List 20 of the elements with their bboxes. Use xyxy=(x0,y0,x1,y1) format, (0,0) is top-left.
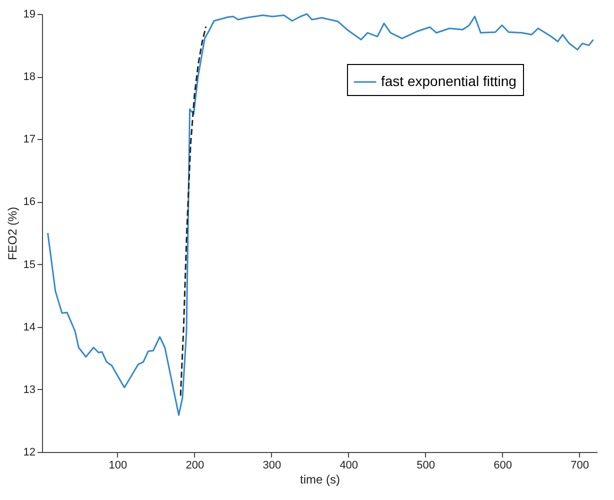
x-tick-label: 600 xyxy=(494,460,512,472)
x-tick-label: 100 xyxy=(108,460,128,472)
y-axis-title: FEO2 (%) xyxy=(5,206,20,260)
x-tick-label: 200 xyxy=(186,460,204,472)
y-tick-label: 14 xyxy=(23,321,36,334)
x-tick-label: 400 xyxy=(340,460,358,472)
x-tick-label: 700 xyxy=(570,460,589,472)
y-tick-label: 17 xyxy=(23,134,36,146)
y-tick-label: 18 xyxy=(23,71,36,84)
y-tick-label: 16 xyxy=(23,196,36,208)
x-axis-title: time (s) xyxy=(300,472,340,486)
x-tick-label: 300 xyxy=(262,460,282,472)
x-tick-label: 500 xyxy=(416,460,436,472)
y-tick-label: 13 xyxy=(23,384,36,396)
y-tick-label: 12 xyxy=(23,446,36,458)
line-series xyxy=(180,26,207,396)
legend-label: fast exponential fitting xyxy=(381,73,516,89)
y-tick-label: 19 xyxy=(23,8,36,20)
line-series xyxy=(47,13,594,416)
y-tick-label: 15 xyxy=(23,258,36,271)
